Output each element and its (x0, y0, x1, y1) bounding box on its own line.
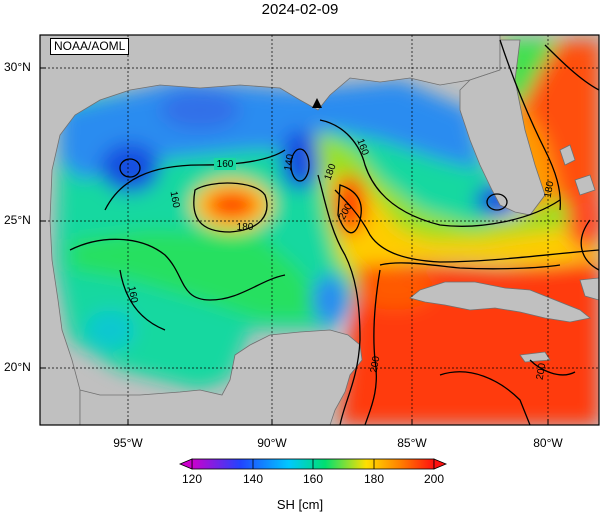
credit-label: NOAA/AOML (50, 38, 130, 55)
contour-label: 180 (237, 222, 254, 233)
lat-label: 20°N (4, 360, 31, 374)
lon-label: 95°W (113, 436, 143, 450)
coastline (40, 35, 599, 425)
contour-label: 140 (283, 153, 297, 172)
contour-label: 200 (535, 362, 549, 381)
triangle-marker-icon (312, 98, 322, 108)
map-frame (39, 34, 600, 426)
colorbar-tick: 140 (242, 472, 264, 486)
lon-label: 80°W (533, 436, 563, 450)
contour-label: 160 (217, 159, 234, 170)
contour-label: 200 (369, 355, 383, 374)
lat-label: 30°N (4, 60, 31, 74)
colorbar-label: SH [cm] (276, 497, 324, 512)
lat-label: 25°N (4, 213, 31, 227)
colorbar-tick: 160 (302, 472, 324, 486)
contour-label: 160 (126, 285, 140, 304)
contour-label: 160 (168, 190, 182, 209)
colorbar-tick: 200 (423, 472, 445, 486)
contour-label: 180 (543, 180, 557, 199)
colorbar-tick: 180 (363, 472, 385, 486)
colorbar-tick: 120 (181, 472, 203, 486)
graticule (40, 35, 599, 425)
lon-label: 90°W (257, 436, 287, 450)
map-title: 2024-02-09 (261, 1, 339, 18)
colorbar (178, 458, 448, 470)
lon-label: 85°W (397, 436, 427, 450)
contour-lines (69, 39, 599, 425)
axis-ticks (40, 67, 549, 425)
